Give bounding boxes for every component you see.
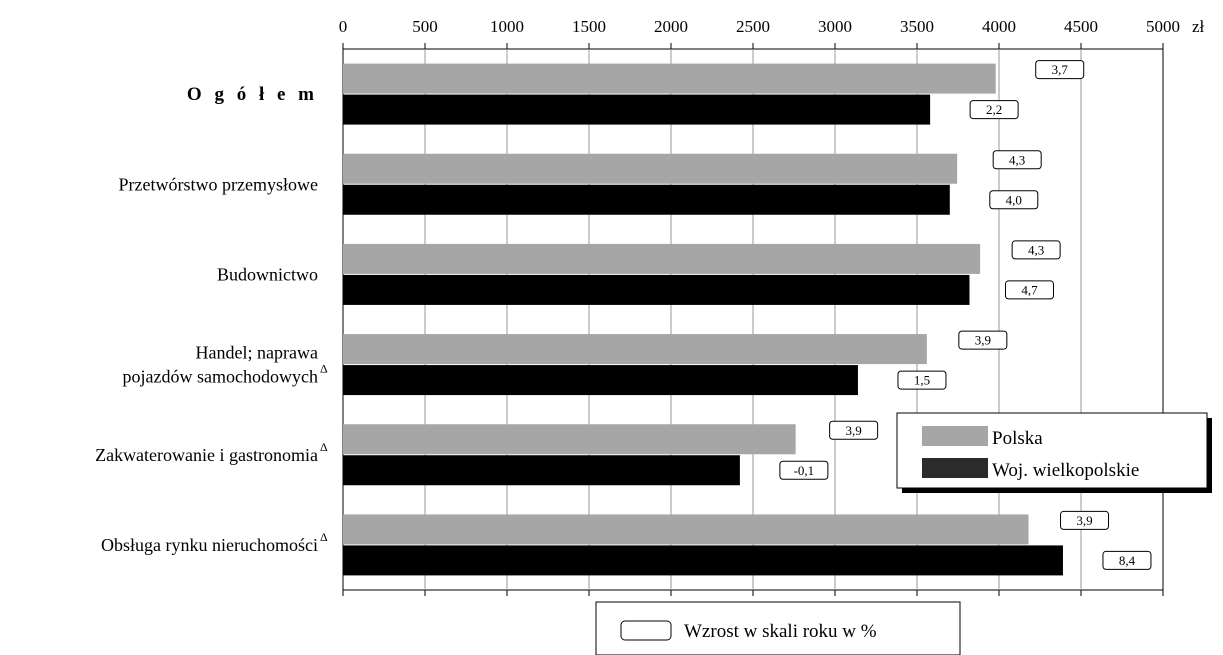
x-tick-label: 5000 [1146, 17, 1180, 36]
growth-legend: Wzrost w skali roku w % [595, 601, 961, 655]
grid-layer [342, 43, 1164, 596]
x-tick-label: 3500 [900, 17, 934, 36]
bar-wielkopolskie [343, 455, 740, 486]
growth-label: 1,5 [914, 373, 930, 388]
legend-swatch-polska [922, 426, 988, 446]
bar-polska [343, 424, 796, 455]
growth-label-box [992, 150, 1042, 170]
growth-label-box [897, 370, 947, 390]
category-label: Obsługa rynku nieruchomości [101, 535, 318, 555]
bars-layer [343, 63, 1063, 576]
legend-label-wielkopolskie: Woj. wielkopolskie [992, 460, 1139, 481]
growth-label-box [958, 330, 1008, 350]
growth-label: 4,0 [1006, 192, 1022, 207]
category-label: O g ó ł e m [187, 84, 318, 105]
growth-label-box [1011, 240, 1061, 260]
growth-label: 8,4 [1119, 553, 1136, 568]
category-label: pojazdów samochodowych [123, 367, 318, 387]
bar-polska [343, 153, 958, 184]
growth-label: 4,7 [1021, 282, 1038, 297]
bar-polska [343, 334, 927, 365]
bar-wielkopolskie [343, 365, 858, 396]
growth-label: 3,9 [846, 423, 862, 438]
x-axis-ticks: 0 500 1000 1500 2000 2500 3000 3500 4000 4500 5000 [339, 17, 1180, 36]
x-tick-label: 1500 [572, 17, 606, 36]
x-tick-label: 2000 [654, 17, 688, 36]
delta-marker: Δ [320, 362, 328, 376]
x-tick-label: 4500 [1064, 17, 1098, 36]
x-tick-label: 1000 [490, 17, 524, 36]
axis-unit-label: zł [1192, 17, 1205, 36]
category-label: Budownictwo [217, 264, 318, 284]
growth-label: -0,1 [794, 463, 815, 478]
bar-polska [343, 514, 1029, 545]
category-label: Handel; naprawa [196, 343, 318, 363]
delta-marker: Δ [320, 440, 328, 454]
growth-label: 4,3 [1009, 152, 1025, 167]
growth-label-box [989, 190, 1039, 210]
growth-label-box [779, 460, 829, 480]
category-labels: O g ó ł e m Przetwórstwo przemysłowe Budow… [95, 84, 328, 555]
bar-wielkopolskie [343, 184, 950, 215]
legend-swatch-wielkopolskie [922, 458, 988, 478]
legend-label-polska: Polska [992, 428, 1043, 449]
category-label: Przetwórstwo przemysłowe [119, 174, 318, 194]
x-tick-label: 3000 [818, 17, 852, 36]
growth-legend-label: Wzrost w skali roku w % [684, 621, 877, 642]
x-tick-label: 2500 [736, 17, 770, 36]
growth-label: 3,7 [1052, 62, 1069, 77]
bar-wielkopolskie [343, 545, 1063, 576]
delta-marker: Δ [320, 530, 328, 544]
bar-wielkopolskie [343, 94, 931, 125]
bar-wielkopolskie [343, 274, 970, 305]
growth-label: 4,3 [1028, 242, 1044, 257]
growth-label: 2,2 [986, 102, 1002, 117]
bar-polska [343, 63, 996, 94]
x-tick-label: 0 [339, 17, 348, 36]
growth-label-box [1102, 550, 1152, 570]
bar-polska [343, 243, 981, 274]
labels-layer: 3,7 2,2 4,3 4,0 4,3 4,7 3,9 1,5 3,9 -0,1 3,9 8,4 [779, 60, 1152, 570]
growth-label: 3,9 [975, 333, 991, 348]
x-tick-label: 500 [412, 17, 438, 36]
growth-label-box [1004, 280, 1054, 300]
growth-label-box [969, 100, 1019, 120]
growth-legend-swatch [620, 620, 672, 641]
growth-label-box [1035, 60, 1085, 80]
x-tick-label: 4000 [982, 17, 1016, 36]
category-label: Zakwaterowanie i gastronomia [95, 445, 318, 465]
series-legend: Polska Woj. wielkopolskie [896, 412, 1212, 493]
growth-label-box [829, 420, 879, 440]
growth-label-box [1060, 510, 1110, 530]
growth-label: 3,9 [1076, 513, 1092, 528]
